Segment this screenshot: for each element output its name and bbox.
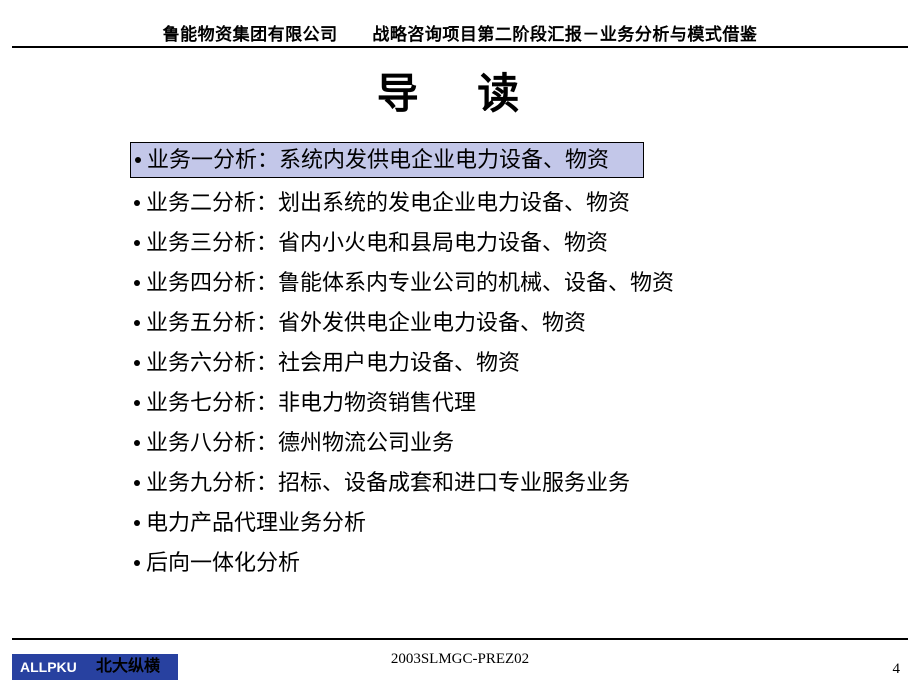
bullet-icon xyxy=(134,520,140,526)
table-of-contents: 业务一分析：系统内发供电企业电力设备、物资业务二分析：划出系统的发电企业电力设备… xyxy=(134,142,774,592)
bullet-icon xyxy=(134,240,140,246)
toc-item-label: 业务七分析：非电力物资销售代理 xyxy=(146,390,476,415)
toc-item-label: 业务五分析：省外发供电企业电力设备、物资 xyxy=(146,310,586,335)
toc-item-label: 业务四分析：鲁能体系内专业公司的机械、设备、物资 xyxy=(146,270,674,295)
toc-item-label: 业务三分析：省内小火电和县局电力设备、物资 xyxy=(146,230,608,255)
footer-page-number: 4 xyxy=(893,661,901,678)
toc-item-label: 业务二分析：划出系统的发电企业电力设备、物资 xyxy=(146,190,630,215)
bullet-icon xyxy=(134,480,140,486)
toc-item-label: 电力产品代理业务分析 xyxy=(146,510,366,535)
toc-item-2: 业务三分析：省内小火电和县局电力设备、物资 xyxy=(134,232,774,254)
toc-item-10: 后向一体化分析 xyxy=(134,552,774,574)
footer-logo-cn: 北大纵横 xyxy=(96,652,160,676)
bullet-icon xyxy=(134,560,140,566)
toc-item-6: 业务七分析：非电力物资销售代理 xyxy=(134,392,774,414)
bullet-icon xyxy=(134,320,140,326)
toc-item-label: 后向一体化分析 xyxy=(146,550,300,575)
toc-item-3: 业务四分析：鲁能体系内专业公司的机械、设备、物资 xyxy=(134,272,774,294)
bullet-icon xyxy=(134,200,140,206)
toc-item-label: 业务八分析：德州物流公司业务 xyxy=(146,430,454,455)
bullet-icon xyxy=(134,440,140,446)
toc-item-label: 业务九分析：招标、设备成套和进口专业服务业务 xyxy=(146,470,630,495)
toc-item-5: 业务六分析：社会用户电力设备、物资 xyxy=(134,352,774,374)
bullet-icon xyxy=(134,360,140,366)
toc-item-8: 业务九分析：招标、设备成套和进口专业服务业务 xyxy=(134,472,774,494)
toc-item-1: 业务二分析：划出系统的发电企业电力设备、物资 xyxy=(134,192,774,214)
bullet-icon xyxy=(134,280,140,286)
header-project: 战略咨询项目第二阶段汇报－业务分析与模式借鉴 xyxy=(372,25,757,44)
toc-item-9: 电力产品代理业务分析 xyxy=(134,512,774,534)
footer-rule xyxy=(12,638,908,640)
toc-item-label: 业务一分析：系统内发供电企业电力设备、物资 xyxy=(147,147,609,172)
header-company: 鲁能物资集团有限公司 xyxy=(163,25,338,44)
slide-title: 导 读 xyxy=(0,60,920,121)
toc-item-7: 业务八分析：德州物流公司业务 xyxy=(134,432,774,454)
bullet-icon xyxy=(134,400,140,406)
header-rule xyxy=(12,46,908,48)
toc-item-0: 业务一分析：系统内发供电企业电力设备、物资 xyxy=(130,142,644,178)
bullet-icon xyxy=(135,157,141,163)
slide-header: 鲁能物资集团有限公司 战略咨询项目第二阶段汇报－业务分析与模式借鉴 xyxy=(0,20,920,45)
toc-item-4: 业务五分析：省外发供电企业电力设备、物资 xyxy=(134,312,774,334)
toc-item-label: 业务六分析：社会用户电力设备、物资 xyxy=(146,350,520,375)
